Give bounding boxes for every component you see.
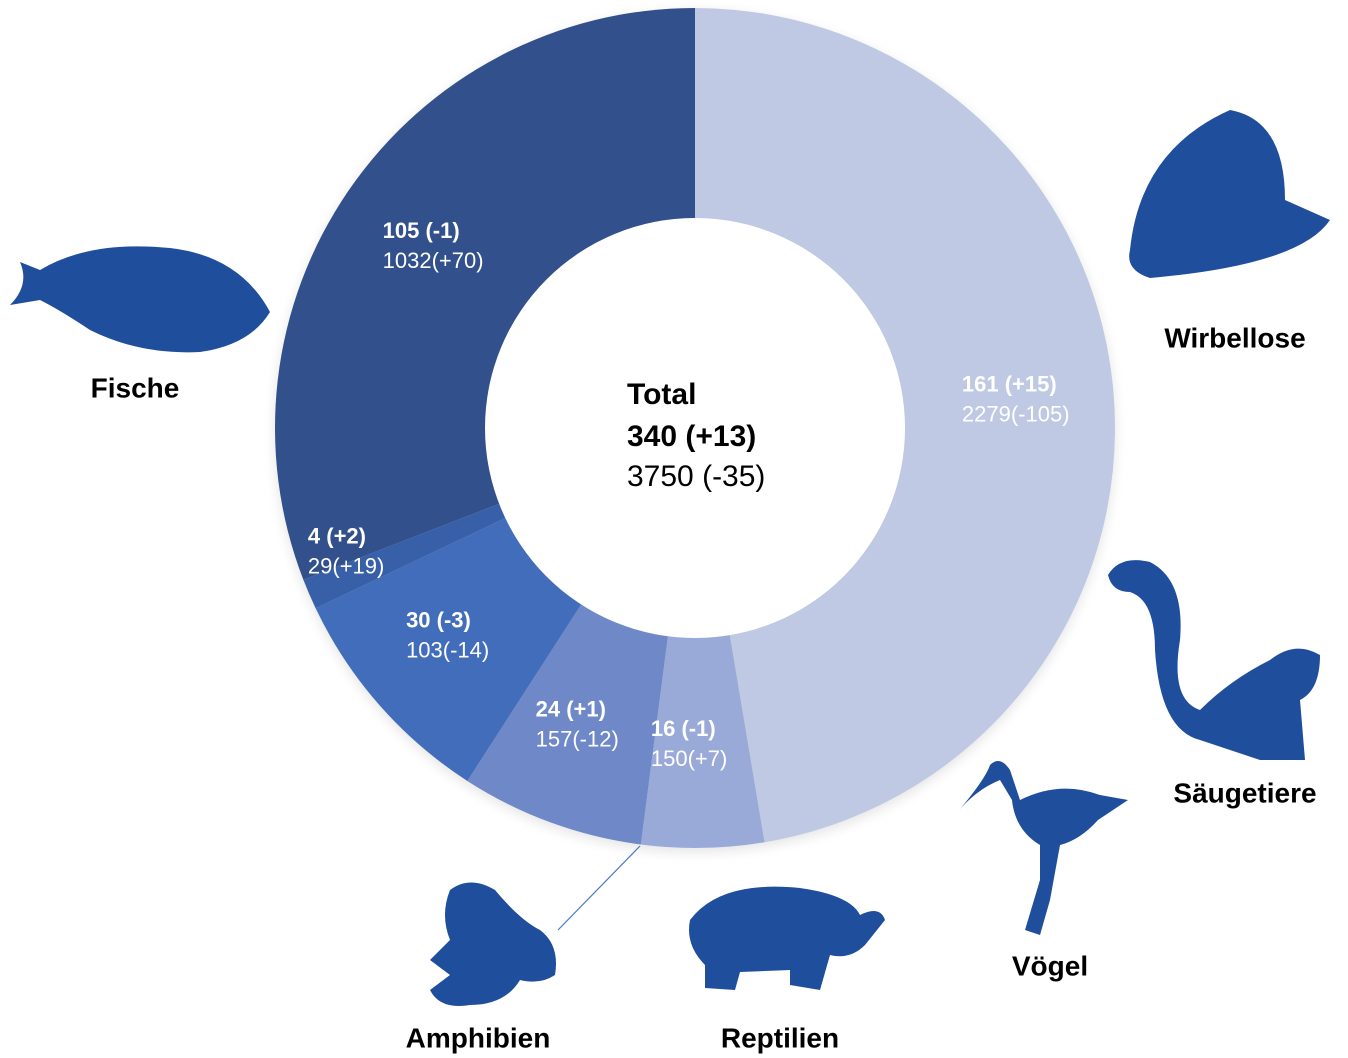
center-total: 340 (+13) — [627, 420, 756, 453]
category-label: Säugetiere — [1173, 777, 1316, 808]
slice — [640, 428, 765, 848]
fish-icon — [10, 246, 270, 353]
secondary-label: 29(+19) — [308, 554, 384, 579]
value-label: 4 (+2) — [308, 524, 366, 549]
secondary-label: 2279(-105) — [962, 401, 1070, 426]
category-label: Reptilien — [721, 1022, 839, 1053]
icons — [10, 110, 1330, 1006]
category-label: Fische — [91, 372, 180, 403]
value-label: 105 (-1) — [383, 218, 460, 243]
turtle-icon — [689, 886, 885, 990]
leader-line — [557, 845, 641, 931]
frog-icon — [430, 882, 556, 1006]
hole — [485, 218, 905, 638]
lemur-icon — [1108, 560, 1320, 760]
center-subtotal: 3750 (-35) — [627, 460, 765, 493]
secondary-label: 1032(+70) — [383, 248, 484, 273]
category-label: Vögel — [1012, 950, 1088, 981]
value-label: 24 (+1) — [536, 696, 606, 721]
shell-icon — [1129, 110, 1330, 278]
secondary-label: 150(+7) — [651, 746, 727, 771]
value-label: 30 (-3) — [406, 608, 471, 633]
center-title: Total — [627, 378, 696, 411]
value-label: 16 (-1) — [651, 716, 716, 741]
secondary-label: 157(-12) — [536, 726, 619, 751]
value-label: 161 (+15) — [962, 371, 1057, 396]
labels: 161 (+15) 2279(-105) Wirbellose 16 (-1) 150(… — [91, 218, 1317, 1053]
secondary-label: 103(-14) — [406, 638, 489, 663]
slice — [695, 8, 1115, 843]
bird-icon — [955, 761, 1128, 935]
category-label: Amphibien — [406, 1022, 551, 1053]
slices — [274, 8, 1115, 848]
category-label: Wirbellose — [1164, 322, 1305, 353]
